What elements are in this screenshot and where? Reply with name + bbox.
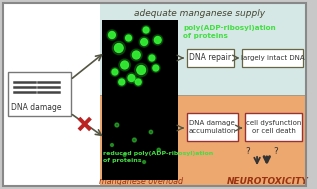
Text: ?: ? [245, 147, 250, 156]
Circle shape [153, 65, 159, 71]
FancyBboxPatch shape [102, 20, 178, 180]
Circle shape [154, 36, 161, 43]
Text: DNA damage: DNA damage [11, 102, 61, 112]
FancyBboxPatch shape [243, 49, 303, 67]
Text: NEUROTOXICITY: NEUROTOXICITY [227, 177, 309, 187]
Circle shape [137, 66, 146, 74]
Circle shape [134, 77, 143, 87]
FancyBboxPatch shape [3, 3, 100, 186]
FancyBboxPatch shape [187, 49, 234, 67]
Circle shape [149, 130, 153, 134]
Circle shape [111, 67, 119, 77]
FancyBboxPatch shape [245, 113, 302, 141]
Circle shape [124, 33, 133, 43]
Circle shape [121, 61, 128, 69]
Circle shape [126, 35, 132, 41]
FancyBboxPatch shape [100, 95, 306, 186]
Circle shape [117, 77, 126, 87]
Circle shape [143, 160, 146, 163]
Circle shape [139, 37, 149, 47]
Circle shape [152, 35, 163, 45]
Text: adequate manganese supply: adequate manganese supply [134, 9, 265, 18]
Circle shape [131, 49, 142, 61]
Circle shape [114, 43, 123, 53]
Text: cell dysfunction
or cell death: cell dysfunction or cell death [246, 120, 301, 134]
Text: poly(ADP-ribosyl)ation
of proteins: poly(ADP-ribosyl)ation of proteins [183, 25, 276, 39]
Text: DNA damage
accumulation: DNA damage accumulation [189, 120, 236, 134]
Circle shape [119, 79, 125, 85]
Circle shape [135, 79, 141, 85]
Circle shape [147, 53, 156, 63]
Text: largely intact DNA: largely intact DNA [241, 55, 304, 61]
Circle shape [123, 153, 126, 156]
Circle shape [149, 55, 155, 61]
Circle shape [108, 32, 115, 39]
Circle shape [133, 138, 136, 142]
Circle shape [143, 27, 149, 33]
FancyBboxPatch shape [100, 3, 306, 95]
Circle shape [152, 64, 160, 73]
FancyBboxPatch shape [187, 113, 238, 141]
Circle shape [133, 51, 140, 59]
Circle shape [112, 69, 118, 75]
Circle shape [157, 148, 160, 152]
Circle shape [115, 123, 119, 127]
Text: DNA repair: DNA repair [189, 53, 231, 63]
Circle shape [107, 30, 117, 40]
Circle shape [135, 63, 148, 77]
Circle shape [142, 26, 151, 35]
FancyBboxPatch shape [8, 72, 71, 116]
Circle shape [141, 39, 147, 46]
Circle shape [111, 143, 113, 146]
Circle shape [112, 41, 125, 55]
Text: ?: ? [273, 147, 278, 156]
Text: manganese overload: manganese overload [99, 177, 183, 187]
Circle shape [128, 74, 135, 81]
Text: reduced poly(ADP-ribosyl)ation
of proteins: reduced poly(ADP-ribosyl)ation of protei… [103, 151, 213, 163]
Circle shape [119, 59, 131, 71]
Circle shape [126, 73, 137, 83]
